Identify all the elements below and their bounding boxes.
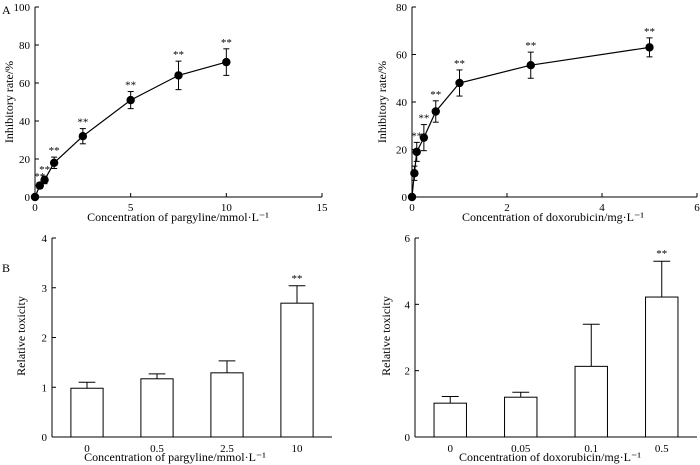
panel-label-a: A [2,3,11,17]
y-tick-label: 60 [396,50,408,62]
data-point [49,158,59,167]
bar [433,402,467,438]
chart-toxicity-pargyline: Concentration of pargyline/mmol·L⁻¹ Rela… [14,233,332,464]
data-point [30,192,40,202]
x-tick-label: 0.05 [511,443,531,455]
data-point [126,95,135,105]
data-point [174,71,183,80]
x-tick-label: 2.5 [220,443,234,455]
x-axis-label: Concentration of doxorubicin/mg·L⁻¹ [459,450,641,464]
x-tick-label: 2 [504,202,510,214]
significance-label: ** [173,49,184,61]
significance-label: ** [430,89,441,101]
bar [70,387,104,438]
y-tick-label: 100 [14,2,31,14]
y-tick-label: 60 [19,78,31,90]
chart-inhibition-doxorubicin: Concentration of doxorubicin/mg·L⁻¹ Inhi… [375,2,700,224]
y-tick-label: 80 [396,2,408,14]
significance-label: ** [656,248,667,260]
bar [574,365,608,438]
x-tick-label: 6 [694,202,700,214]
significance-label: ** [418,113,429,125]
y-tick-label: 0 [405,432,411,444]
significance-label: ** [221,37,232,49]
x-tick-label: 5 [128,202,134,214]
data-point [526,60,535,70]
panel-label-b: B [2,261,10,275]
y-tick-label: 0 [25,192,31,204]
x-tick-label: 10 [292,443,304,455]
y-tick-label: 20 [19,154,31,166]
data-point [222,57,231,67]
y-tick-label: 6 [405,233,411,245]
y-tick-label: 4 [42,233,48,245]
x-tick-label: 0.5 [655,443,669,455]
data-point [412,147,421,157]
bar [504,396,538,438]
significance-label: ** [525,40,536,52]
data-point [40,175,49,185]
bar [140,378,174,438]
y-tick-label: 40 [19,116,31,128]
chart-toxicity-doxorubicin: Concentration of doxorubicin/mg·L⁻¹ Rela… [379,233,697,464]
data-point [78,132,88,141]
chart-inhibition-pargyline: Concentration of pargyline/mmol·L⁻¹ Inhi… [2,2,328,224]
data-point [431,107,440,116]
data-point [407,192,417,202]
x-tick-label: 0.5 [150,443,164,455]
data-point [410,169,419,178]
x-tick-label: 0 [448,443,454,455]
significance-label: ** [644,26,655,38]
y-axis-label: Inhibitory rate/% [375,61,389,143]
x-tick-label: 0 [84,443,90,455]
y-tick-label: 2 [42,333,48,345]
significance-label: ** [125,80,136,92]
data-point [419,133,429,142]
bar [280,302,314,438]
y-tick-label: 40 [396,97,408,109]
significance-label: ** [77,117,88,129]
x-tick-label: 4 [599,202,605,214]
x-tick-label: 10 [221,202,233,214]
y-axis-label: Relative toxicity [379,296,393,376]
y-tick-label: 1 [42,382,48,394]
y-tick-label: 0 [42,432,48,444]
y-tick-label: 2 [405,366,411,378]
x-axis-label: Concentration of pargyline/mmol·L⁻¹ [87,210,269,224]
y-tick-label: 20 [396,145,408,157]
bar [645,296,679,438]
y-tick-label: 3 [42,283,48,295]
x-tick-label: 15 [317,202,329,214]
y-tick-label: 4 [405,299,411,311]
significance-label: ** [34,171,45,183]
y-tick-label: 80 [19,40,31,52]
x-axis-label: Concentration of doxorubicin/mg·L⁻¹ [462,210,644,224]
data-point [645,43,654,52]
x-axis-label: Concentration of pargyline/mmol·L⁻¹ [84,450,266,464]
x-tick-label: 0 [32,202,38,214]
significance-label: ** [454,58,465,70]
y-axis-label: Relative toxicity [14,296,28,376]
x-tick-label: 0.1 [584,443,598,455]
bar [210,372,244,438]
significance-label: ** [411,130,422,142]
significance-label: ** [292,273,303,285]
y-tick-label: 0 [402,192,408,204]
data-point [455,78,464,88]
significance-label: ** [49,145,60,157]
significance-label: ** [39,164,50,176]
y-axis-label: Inhibitory rate/% [2,61,16,143]
x-tick-label: 0 [409,202,415,214]
